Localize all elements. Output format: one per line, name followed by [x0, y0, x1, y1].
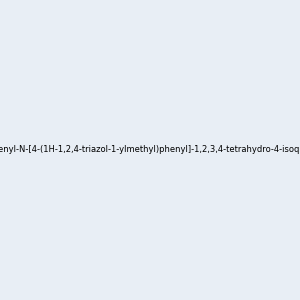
Text: 2-methyl-1-oxo-3-phenyl-N-[4-(1H-1,2,4-triazol-1-ylmethyl)phenyl]-1,2,3,4-tetrah: 2-methyl-1-oxo-3-phenyl-N-[4-(1H-1,2,4-t…: [0, 146, 300, 154]
